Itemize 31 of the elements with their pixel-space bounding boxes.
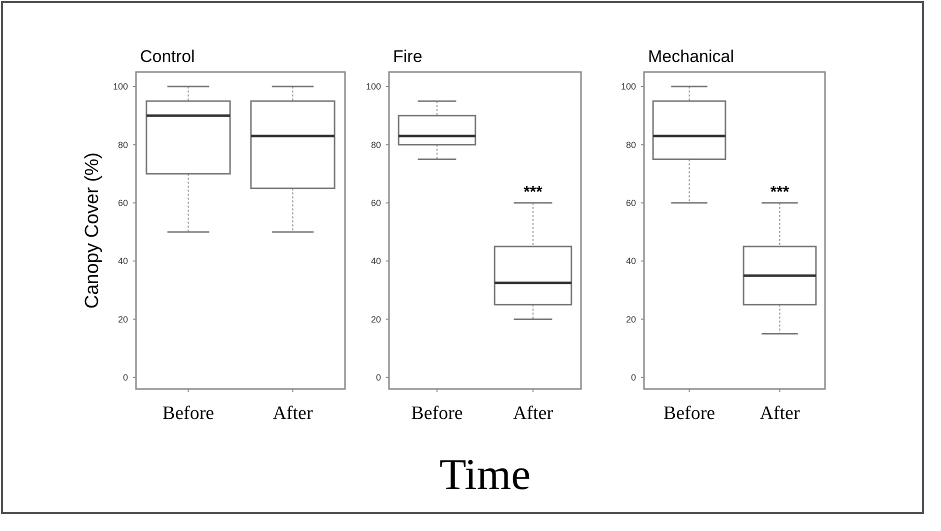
y-tick-label: 20 (370, 314, 381, 324)
y-tick-label: 0 (630, 372, 636, 383)
y-tick-label: 100 (366, 82, 381, 92)
y-tick-label: 80 (626, 140, 636, 150)
x-tick-label: Before (162, 403, 214, 424)
chart-title: Fire (393, 47, 422, 66)
annotation: *** (770, 184, 790, 201)
y-tick-label: 60 (118, 198, 128, 208)
y-tick-label: 80 (118, 140, 128, 150)
y-tick-label: 40 (118, 256, 128, 266)
x-tick-label: After (512, 403, 554, 424)
y-tick-label: 20 (626, 314, 636, 324)
x-tick-label: Before (663, 403, 716, 424)
y-tick-label: 40 (370, 256, 381, 266)
y-tick-label: 100 (112, 82, 128, 92)
y-tick-label: 0 (122, 372, 128, 383)
x-tick-label: Before (411, 403, 463, 424)
y-tick-label: 40 (626, 256, 636, 266)
y-axis-title: Canopy Cover (%) (82, 152, 103, 309)
y-tick-label: 0 (376, 372, 381, 383)
chart-title: Mechanical (648, 47, 734, 66)
chart-title: Control (140, 47, 195, 66)
x-axis-title: Time (439, 450, 531, 499)
annotation: *** (524, 184, 544, 201)
y-tick-label: 60 (626, 198, 636, 208)
x-tick-label: After (272, 403, 314, 424)
y-tick-label: 60 (370, 198, 381, 208)
y-tick-label: 80 (370, 140, 381, 150)
y-tick-label: 100 (620, 82, 636, 92)
x-tick-label: After (760, 403, 800, 424)
y-tick-label: 20 (118, 314, 128, 324)
